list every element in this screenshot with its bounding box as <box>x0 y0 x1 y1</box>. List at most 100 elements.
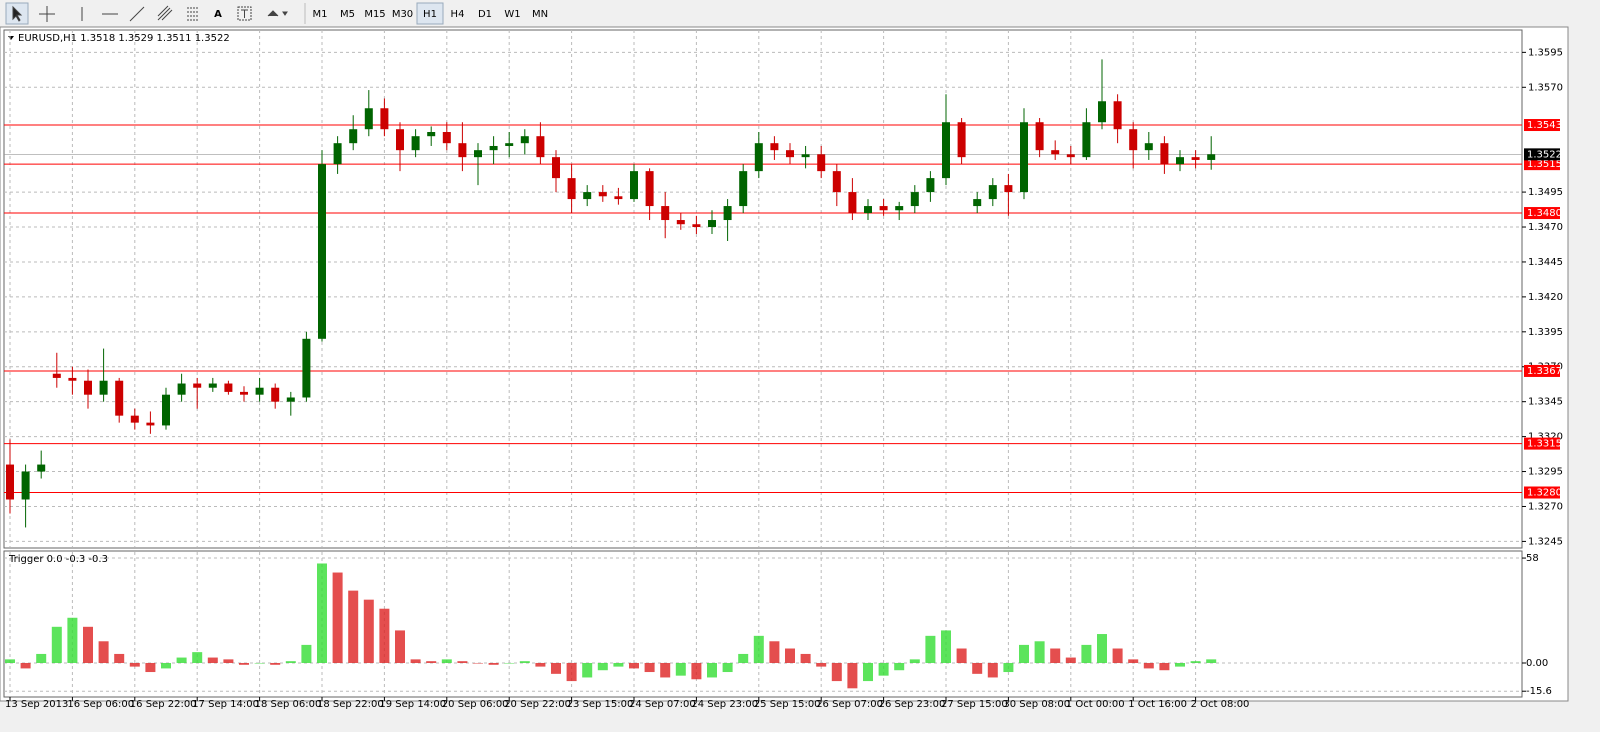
histogram-bar <box>831 662 842 682</box>
timeframe-label[interactable]: M5 <box>340 9 355 20</box>
histogram-bar <box>114 653 125 663</box>
timeframe-button[interactable] <box>416 2 444 25</box>
timeframe-label[interactable]: M1 <box>313 9 328 20</box>
y-tick-label: -15.6 <box>1526 686 1552 697</box>
candle-body <box>193 383 202 388</box>
y-tick-label: 1.3245 <box>1528 536 1563 547</box>
histogram-bar <box>956 648 967 663</box>
histogram-bar <box>1003 662 1014 673</box>
candle-body <box>723 206 732 221</box>
histogram-bar <box>987 662 998 678</box>
histogram-bar <box>20 662 31 669</box>
level-tag <box>1524 119 1560 132</box>
candle-body <box>926 178 935 193</box>
histogram-bar <box>285 661 296 663</box>
fibo-button[interactable] <box>187 7 199 21</box>
channel-button[interactable] <box>157 5 173 21</box>
candle-body <box>1144 143 1153 151</box>
main-pane <box>3 29 1523 549</box>
histogram-bar <box>441 659 452 663</box>
x-tick-label: 20 Sep 06:00 <box>442 699 509 710</box>
shapes-button[interactable] <box>267 10 288 17</box>
histogram-bar <box>379 608 390 663</box>
histogram-bar <box>270 662 281 665</box>
candle-body <box>162 394 170 426</box>
histogram-bar <box>535 662 546 667</box>
histogram-bar <box>192 652 203 663</box>
histogram-bar <box>129 662 140 667</box>
x-tick-label: 13 Sep 2013 <box>5 699 68 710</box>
histogram-bar <box>597 662 608 671</box>
candle-body <box>271 387 280 402</box>
candle-body <box>1176 157 1184 165</box>
candle-body <box>302 338 311 398</box>
histogram-bar <box>785 648 795 663</box>
crosshair-button[interactable] <box>39 6 55 22</box>
histogram-bar <box>738 653 749 663</box>
histogram-bar <box>925 635 936 663</box>
histogram-bar <box>566 662 577 682</box>
y-tick-label: 1.3270 <box>1528 501 1563 512</box>
candle-body <box>661 206 670 221</box>
histogram-bar <box>675 662 686 676</box>
indicator-title: Trigger 0.0 -0.3 -0.3 <box>8 554 108 565</box>
timeframe-label[interactable]: D1 <box>478 9 492 20</box>
candle-body <box>489 145 498 151</box>
candle-body <box>1020 122 1028 193</box>
y-tick-label: 1.3570 <box>1528 82 1563 93</box>
histogram-bar <box>629 662 639 669</box>
level-label: 1.3280 <box>1527 488 1562 499</box>
timeframe-label[interactable]: H1 <box>423 9 437 20</box>
histogram-bar <box>488 662 499 665</box>
timeframe-label[interactable]: M30 <box>392 9 413 20</box>
candle-body <box>1160 143 1169 165</box>
candle-body <box>520 136 529 144</box>
indicator-pane <box>3 550 1523 698</box>
label-button[interactable] <box>237 6 252 21</box>
candle-body <box>333 143 342 165</box>
candle-body <box>255 387 264 395</box>
level-tag <box>1524 158 1560 171</box>
x-tick-label: 20 Sep 22:00 <box>504 699 571 710</box>
histogram-bar <box>1128 659 1139 663</box>
histogram-bar <box>769 641 780 663</box>
histogram-bar <box>5 659 15 663</box>
candle-body <box>786 150 794 158</box>
candle-body <box>1051 150 1060 155</box>
candle-body <box>6 464 14 500</box>
timeframe-label[interactable]: H4 <box>451 9 465 20</box>
candle-body <box>1191 157 1200 160</box>
level-tag <box>1524 364 1560 377</box>
candle-body <box>567 178 576 200</box>
histogram-bar <box>1034 641 1045 663</box>
candle-body <box>879 206 888 211</box>
timeframe-label[interactable]: MN <box>532 9 548 20</box>
candle-body <box>817 154 826 172</box>
candle-body <box>552 157 560 179</box>
candle-body <box>505 143 514 146</box>
timeframe-label[interactable]: M15 <box>364 9 385 20</box>
histogram-bar <box>83 626 93 663</box>
histogram-bar <box>1206 659 1217 663</box>
histogram-bar <box>207 657 218 663</box>
histogram-bar <box>691 662 702 680</box>
candle-body <box>474 150 482 158</box>
text-tool[interactable]: A <box>214 9 222 20</box>
x-tick-label: 19 Sep 14:00 <box>379 699 446 710</box>
candle-body <box>380 108 389 130</box>
candle-body <box>458 143 467 158</box>
level-label: 1.3315 <box>1527 439 1562 450</box>
histogram-bar <box>1190 661 1201 663</box>
y-tick-label: 1.3595 <box>1528 47 1563 58</box>
histogram-bar <box>426 661 437 663</box>
histogram-bar <box>863 662 873 682</box>
last-price-label: 1.3522 <box>1527 149 1562 160</box>
candle-body <box>146 422 155 426</box>
candle-body <box>754 143 763 172</box>
histogram-bar <box>613 662 624 667</box>
trendline-button[interactable] <box>129 6 145 22</box>
candle-body <box>1082 122 1091 158</box>
candle-body <box>676 220 685 225</box>
timeframe-label[interactable]: W1 <box>504 9 520 20</box>
